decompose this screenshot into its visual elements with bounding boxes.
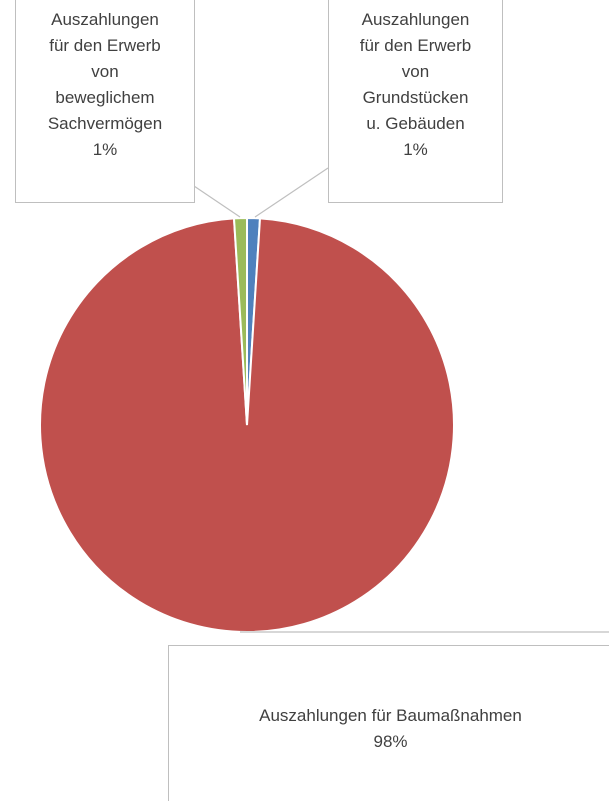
label-name: Auszahlungen für Baumaßnahmen <box>259 706 522 725</box>
leader-line <box>193 185 241 218</box>
label-name: Auszahlungen für den Erwerb von beweglic… <box>47 10 163 133</box>
label-name: Auszahlungen für den Erwerb von Grundstü… <box>359 10 472 133</box>
label-value: 98% <box>373 732 408 751</box>
data-label: Auszahlungen für den Erwerb von beweglic… <box>15 0 195 203</box>
leader-line <box>254 167 329 218</box>
data-label: Auszahlungen für Baumaßnahmen 98% <box>168 645 609 801</box>
data-label: Auszahlungen für den Erwerb von Grundstü… <box>328 0 503 203</box>
label-value: 1% <box>92 140 118 159</box>
pie-slice <box>232 216 248 426</box>
slices <box>39 216 455 633</box>
label-value: 1% <box>403 140 428 159</box>
